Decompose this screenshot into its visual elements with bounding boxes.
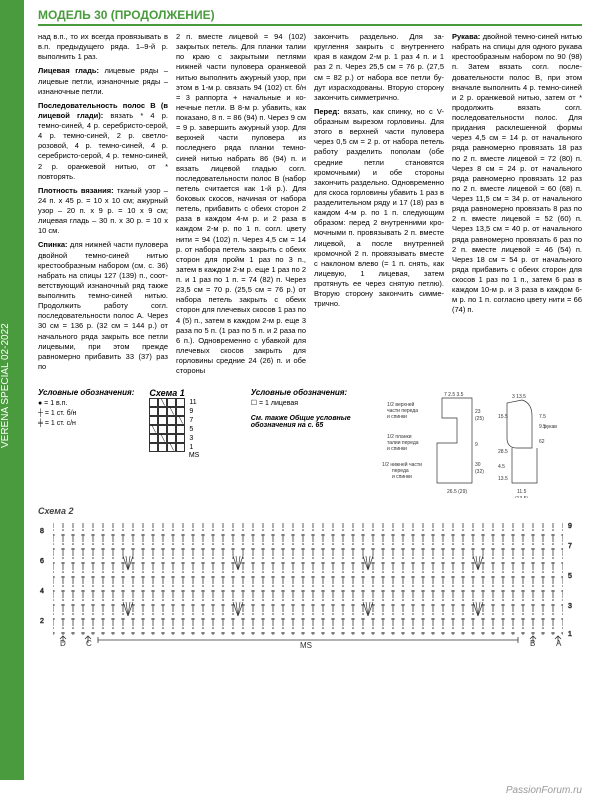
conventions-2: Условные обозначения: ☐ = 1 лицевая См. … [251, 388, 370, 500]
svg-text:(25): (25) [475, 416, 484, 422]
svg-text:5: 5 [568, 573, 572, 580]
svg-text:9.5: 9.5 [539, 424, 546, 430]
page-content: МОДЕЛЬ 30 (ПРОДОЛЖЕНИЕ) над в.п., то их … [30, 0, 594, 658]
pattern-diagram: 1/2 верхней части переда и спинки 1/2 пл… [382, 388, 582, 500]
svg-text:15.5: 15.5 [498, 414, 508, 420]
svg-text:A: A [556, 639, 562, 648]
svg-text:2: 2 [40, 618, 44, 625]
page-number: 60 [4, 779, 15, 790]
svg-text:3: 3 [568, 603, 572, 610]
svg-text:9: 9 [475, 442, 478, 448]
svg-text:62: 62 [539, 439, 545, 445]
svg-text:MS: MS [300, 641, 312, 648]
conventions-block: Условные обозначения: ● = 1 в.п. ┼ = 1 с… [38, 388, 137, 500]
svg-text:1/2 нижней части: 1/2 нижней части [382, 461, 422, 468]
svg-text:1: 1 [568, 631, 572, 638]
schema2-chart: 8 6 4 2 9 7 5 3 1 [38, 518, 578, 648]
svg-text:8: 8 [40, 528, 44, 535]
schema2-label: Схема 2 [38, 506, 582, 516]
column-1: над в.п., то их всегда про­вязывать в в.… [38, 32, 168, 380]
column-4: Рукава: двойной темно-си­ней нитью набра… [452, 32, 582, 380]
column-2: 2 п. вместе лицевой = 94 (102) закрытых … [176, 32, 306, 380]
svg-text:4: 4 [40, 588, 44, 595]
svg-text:(13.5): (13.5) [515, 496, 528, 498]
conventions-title: Условные обозначения: [38, 388, 137, 397]
text-columns: над в.п., то их всегда про­вязывать в в.… [38, 32, 582, 380]
svg-text:28.5: 28.5 [498, 449, 508, 455]
svg-text:и спинки: и спинки [387, 446, 407, 452]
svg-text:и спинки: и спинки [387, 414, 407, 420]
column-3: закончить раздельно. Для за­круглення за… [314, 32, 444, 380]
schema1-row-nums: 11 9 7 5 3 1 [189, 398, 196, 452]
watermark: PassionForum.ru [506, 785, 582, 796]
svg-text:и спинки: и спинки [392, 474, 412, 480]
schema-section: Условные обозначения: ● = 1 в.п. ┼ = 1 с… [38, 388, 582, 500]
svg-text:7 2.5 3.5: 7 2.5 3.5 [444, 392, 464, 398]
svg-text:6: 6 [40, 558, 44, 565]
svg-text:C: C [86, 639, 92, 648]
svg-text:4.5: 4.5 [498, 464, 505, 470]
svg-text:7: 7 [568, 543, 572, 550]
svg-text:1/2 верхней: 1/2 верхней [387, 401, 414, 408]
svg-text:9: 9 [568, 523, 572, 530]
side-tab: VERENA SPECIAL 02-2022 [0, 0, 24, 780]
schema1-grid: ╲ ╲ ╲ ╲ ╲ ╲ [149, 398, 185, 452]
svg-text:13.5: 13.5 [498, 476, 508, 482]
svg-text:23: 23 [475, 409, 481, 415]
svg-text:рукав: рукав [544, 424, 557, 430]
svg-text:26.5 (29): 26.5 (29) [447, 489, 467, 495]
svg-text:7.5: 7.5 [539, 414, 546, 420]
svg-text:(32): (32) [475, 469, 484, 475]
schema-2: Схема 2 8 6 4 2 9 7 5 3 1 [38, 506, 582, 650]
svg-text:30: 30 [475, 462, 481, 468]
svg-text:11.5: 11.5 [517, 489, 527, 495]
svg-text:3 13.5: 3 13.5 [512, 394, 526, 400]
schema1-label: Схема 1 [149, 388, 238, 398]
page-title: МОДЕЛЬ 30 (ПРОДОЛЖЕНИЕ) [38, 8, 582, 26]
schema-1: Схема 1 ╲ ╲ ╲ ╲ ╲ ╲ 11 9 7 5 3 1 [149, 388, 238, 500]
